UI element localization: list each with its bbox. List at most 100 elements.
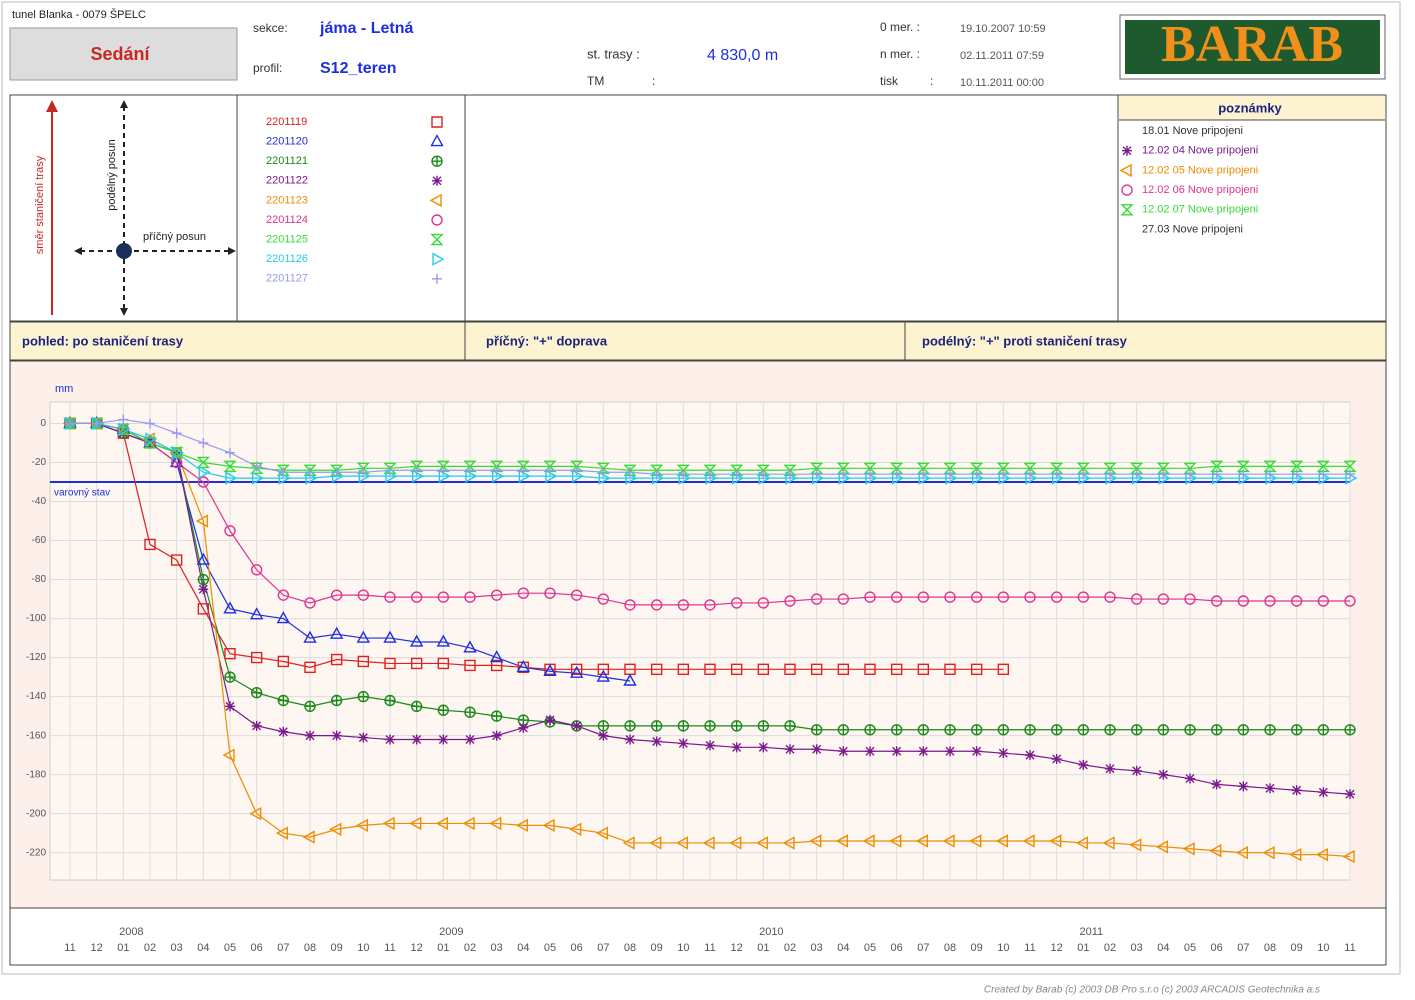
marker [331, 730, 342, 741]
marker [490, 589, 503, 601]
marker [651, 469, 662, 480]
marker [1291, 471, 1305, 485]
warning-label: varovný stav [54, 488, 110, 499]
marker [570, 589, 583, 601]
x-tick-label: 04 [1157, 942, 1169, 954]
marker [1024, 591, 1036, 603]
marker [65, 418, 75, 429]
marker [1209, 460, 1224, 473]
marker [491, 730, 502, 741]
marker [305, 730, 315, 741]
marker [278, 467, 289, 478]
marker [569, 665, 584, 678]
marker [864, 724, 876, 736]
marker [1077, 724, 1090, 736]
marker [278, 471, 291, 485]
marker [304, 700, 316, 712]
marker [624, 720, 636, 732]
marker [837, 663, 850, 675]
marker [597, 663, 610, 675]
marker [624, 599, 636, 611]
marker [1130, 593, 1143, 605]
marker [625, 467, 635, 478]
marker [1025, 471, 1038, 485]
marker [331, 469, 345, 483]
x-year-label: 2009 [439, 926, 463, 938]
marker [757, 720, 770, 732]
marker [143, 437, 157, 449]
marker [1236, 460, 1251, 473]
marker [970, 591, 983, 603]
marker [970, 724, 983, 736]
marker [889, 462, 904, 475]
marker [464, 591, 476, 603]
marker [1263, 460, 1277, 473]
marker [1158, 471, 1171, 485]
marker [144, 538, 156, 551]
y-label: mm [55, 383, 73, 395]
x-tick-label: 06 [571, 942, 583, 954]
marker [516, 460, 531, 473]
note-marker [1120, 204, 1134, 216]
marker [997, 724, 1010, 736]
x-tick-label: 07 [597, 942, 609, 954]
marker [971, 471, 985, 485]
marker [198, 437, 209, 448]
marker [729, 836, 742, 850]
marker [410, 591, 423, 603]
marker [730, 597, 743, 609]
x-tick-label: 05 [544, 942, 556, 954]
marker [918, 469, 929, 480]
marker [1105, 469, 1115, 480]
marker [1078, 469, 1089, 480]
marker [1131, 469, 1142, 480]
x-tick-label: 03 [1131, 942, 1143, 954]
marker [945, 471, 958, 485]
marker [437, 704, 450, 716]
title-box [9, 27, 238, 81]
marker [384, 657, 396, 670]
marker [624, 663, 636, 675]
footer: Created by Barab (c) 2003 DB Pro s.r.o (… [984, 985, 1320, 996]
x-tick-label: 05 [864, 942, 876, 954]
marker [1049, 462, 1064, 475]
marker [890, 591, 903, 603]
marker [595, 826, 609, 840]
marker [997, 663, 1010, 675]
marker [971, 469, 982, 480]
marker [702, 836, 715, 850]
marker [1265, 783, 1275, 794]
marker [891, 469, 902, 480]
x-tick-label: 05 [224, 942, 236, 954]
marker [944, 724, 956, 736]
x-tick-label: 10 [357, 942, 369, 954]
marker [490, 659, 503, 672]
marker [275, 826, 289, 840]
profile: S12_teren [320, 60, 397, 77]
marker [1076, 462, 1091, 475]
marker [145, 418, 155, 429]
marker [438, 465, 449, 476]
marker [489, 816, 502, 831]
marker [784, 720, 796, 732]
series-line [70, 422, 1350, 606]
marker [465, 469, 478, 483]
marker [864, 591, 876, 603]
marker [224, 525, 236, 537]
marker [1182, 842, 1195, 856]
marker [785, 471, 798, 485]
marker [384, 694, 396, 707]
note-marker [1122, 145, 1132, 156]
marker [437, 657, 450, 670]
marker [758, 471, 771, 485]
marker [410, 657, 423, 670]
note: 18.01 Nove pripojeni [1142, 125, 1243, 137]
marker [1155, 840, 1169, 854]
marker [970, 663, 983, 675]
marker [890, 663, 903, 675]
y-tick-label: 0 [40, 418, 46, 429]
marker [331, 467, 342, 478]
marker [357, 690, 370, 703]
marker [678, 469, 689, 480]
